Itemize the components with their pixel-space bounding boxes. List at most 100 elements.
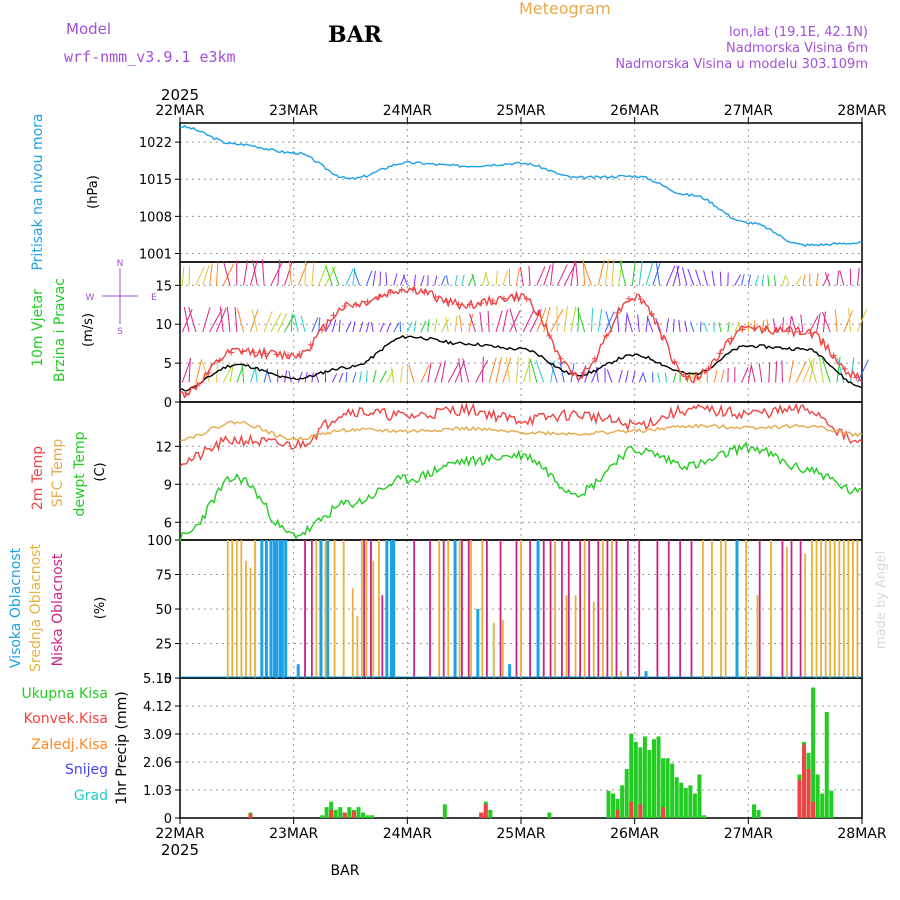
wind-arrow — [626, 314, 633, 333]
wind-arrow — [808, 358, 818, 383]
wind-title2: Brzina i Pravac — [52, 278, 68, 382]
wind-arrow — [678, 319, 681, 333]
wind-arrow — [719, 271, 722, 286]
x-tick-label-bottom: 27MAR — [724, 826, 773, 842]
wind-arrow — [434, 275, 438, 286]
gust-marker — [375, 294, 382, 300]
wind-arrow — [325, 319, 333, 333]
series-line-dewpt-temp — [179, 441, 863, 542]
wind-arrow — [856, 308, 867, 333]
gust-marker — [216, 357, 223, 364]
cloud-title-niska: Niska Oblacnost — [50, 553, 66, 666]
wind-arrow — [821, 357, 831, 383]
wind-arrow — [575, 260, 579, 286]
precip-bar-ukupna-kisa — [756, 809, 761, 818]
wind-arrow — [222, 364, 234, 383]
gust-marker — [330, 312, 337, 319]
wind-arrow — [619, 260, 627, 286]
model-altitude-label: Nadmorska Visina u modelu 303.109m — [615, 57, 868, 72]
cloud-bar-srednja — [770, 540, 772, 678]
precip-bar-ukupna-kisa — [488, 809, 493, 818]
footer-station: BAR — [331, 863, 360, 879]
wind-arrow — [747, 365, 752, 383]
wind-arrow — [495, 310, 503, 333]
wind-arrow — [365, 321, 370, 333]
wind-arrow — [481, 356, 484, 383]
x-tick-label-bottom: 28MAR — [837, 826, 886, 842]
cloud-bar-niska — [429, 540, 431, 678]
wind-arrow — [618, 259, 623, 286]
x-tick-label-top: 22MAR — [155, 103, 204, 119]
precip-bar-ukupna-kisa — [629, 733, 634, 818]
wind-arrow — [747, 274, 752, 286]
wind-arrow — [528, 358, 531, 383]
wind-arrow — [241, 364, 245, 383]
precip-bar-ukupna-kisa — [656, 736, 661, 818]
cloud-bar-srednja — [492, 622, 495, 678]
wind-arrow — [222, 263, 235, 286]
wind-arrow — [370, 322, 374, 333]
gust-marker — [773, 327, 780, 334]
y-tick-label: 1022 — [139, 136, 172, 151]
model-version: wrf-nmm_v3.9.1 e3km — [64, 48, 236, 66]
precip-bar-ukupna-kisa — [702, 815, 707, 818]
y-tick-label: 100 — [147, 534, 172, 549]
wind-arrow — [788, 316, 792, 333]
wind-arrow — [509, 308, 517, 333]
temp-title: 2m Temp — [30, 446, 46, 510]
cloud-bar-srednja — [447, 540, 450, 678]
y-tick-label: 0 — [164, 396, 172, 411]
wind-arrow — [590, 308, 594, 333]
y-tick-label: 1015 — [139, 173, 172, 188]
cloud-bar-niska — [561, 540, 563, 678]
compass-n: N — [117, 259, 124, 269]
wind-arrow — [642, 372, 647, 383]
lonlat-label: lon,lat (19.1E, 42.1N) — [729, 25, 868, 40]
cloud-bar-visoka — [735, 540, 739, 678]
wind-arrow — [664, 372, 667, 383]
series-line-sfc-temp — [179, 420, 863, 441]
wind-arrow — [647, 317, 654, 333]
wind-arrow — [582, 259, 586, 286]
cloud-bar-visoka — [453, 540, 457, 678]
wind-arrow — [606, 369, 613, 383]
wind-arrow — [215, 262, 219, 286]
gust-marker — [853, 374, 860, 381]
gust-marker — [523, 295, 530, 302]
wind-arrow — [502, 357, 512, 383]
wind-arrow — [352, 371, 357, 383]
gust-marker — [546, 332, 553, 339]
wind-arrow — [734, 274, 741, 286]
precip-bar-ukupna-kisa — [324, 807, 329, 818]
wind-arrow — [311, 262, 315, 286]
precip-bar-ukupna-kisa — [688, 785, 693, 818]
wind-ylabel: (m/s) — [81, 313, 96, 347]
precip-bar-konvek-kisa — [248, 813, 253, 818]
wind-arrow — [485, 272, 490, 286]
gust-marker — [569, 369, 576, 376]
wind-arrow — [502, 309, 508, 333]
wind-arrow — [434, 362, 442, 383]
wind-arrow — [775, 361, 778, 383]
precip-bar-ukupna-kisa — [665, 758, 670, 818]
wind-arrow — [836, 357, 845, 383]
gust-marker — [648, 310, 655, 317]
wind-arrow — [788, 359, 794, 383]
gust-marker — [682, 373, 689, 380]
precip-bar-konvek-kisa — [629, 801, 634, 818]
y-tick-label: 4.12 — [143, 700, 172, 715]
precip-bar-ukupna-kisa — [820, 793, 825, 818]
wind-arrow — [543, 264, 551, 286]
x-tick-label-top: 26MAR — [610, 103, 659, 119]
series-line-udari — [179, 285, 863, 399]
precip-bar-ukupna-kisa — [647, 750, 652, 818]
cloud-bar-srednja — [804, 553, 807, 678]
wind-arrow — [850, 356, 855, 383]
cloud-bar-srednja — [824, 540, 827, 678]
cloud-bar-srednja — [470, 540, 472, 678]
x-tick-label-top: 23MAR — [269, 103, 318, 119]
cloud-bar-srednja — [829, 540, 832, 678]
wind-arrow — [338, 372, 344, 383]
precip-bar-konvek-kisa — [661, 807, 666, 818]
cloud-bar-visoka — [392, 540, 396, 678]
